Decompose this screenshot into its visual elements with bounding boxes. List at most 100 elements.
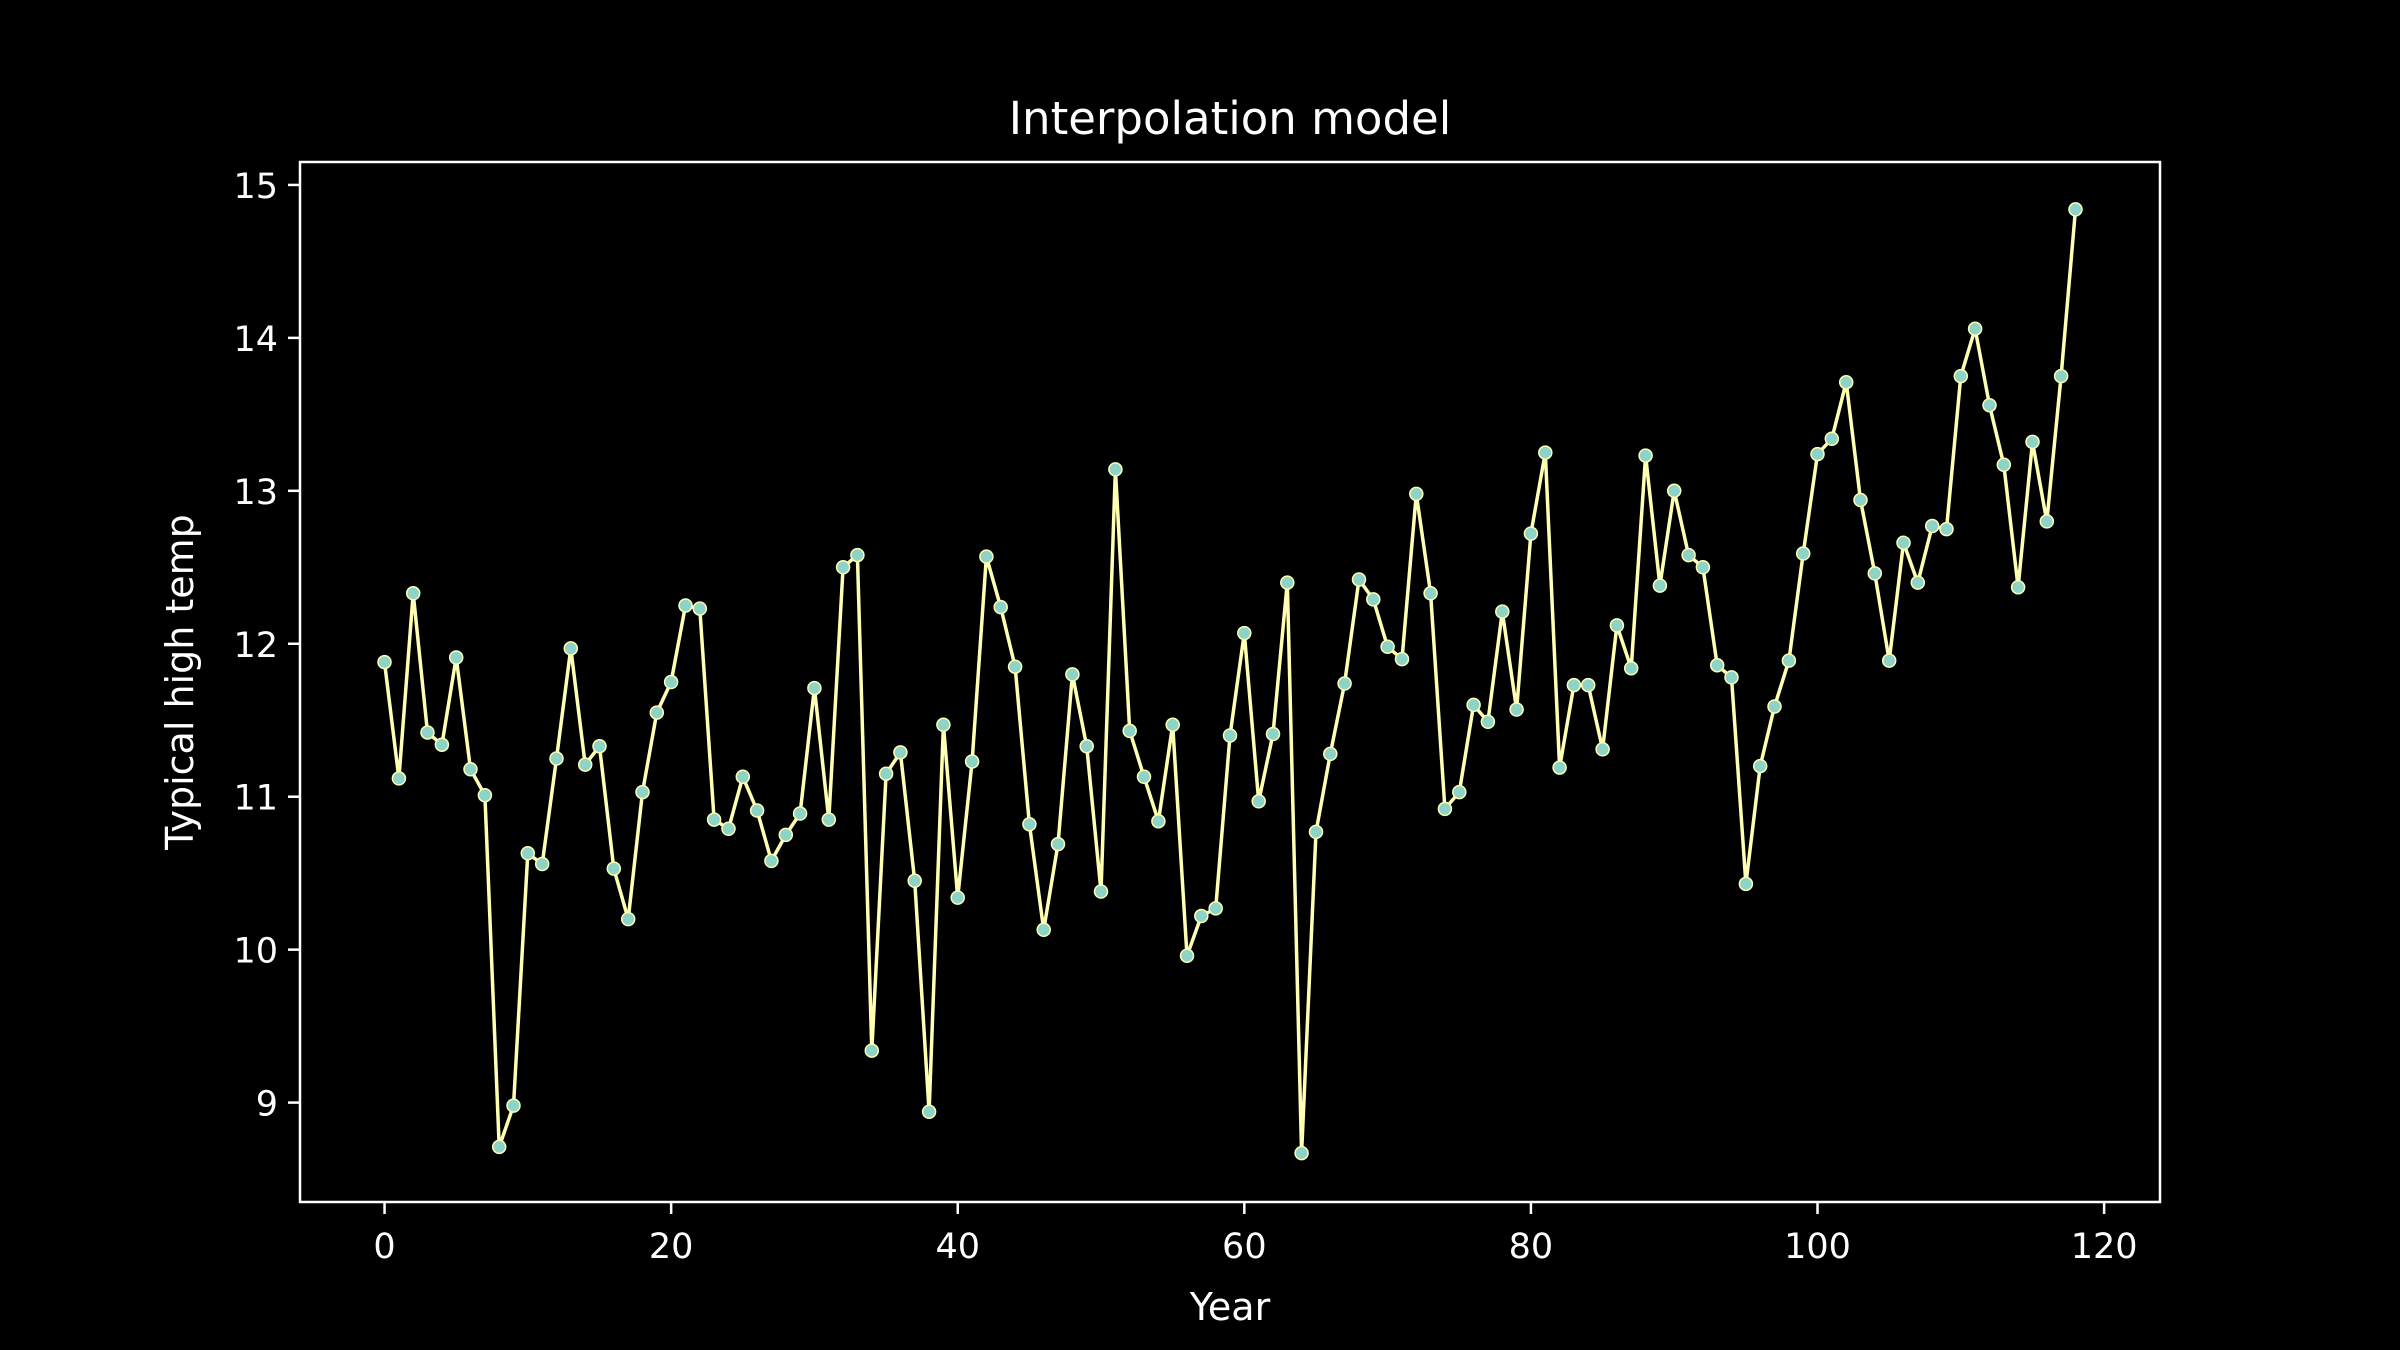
data-point (1222, 728, 1238, 743)
data-point (907, 873, 922, 889)
y-tick-label: 10 (233, 932, 278, 972)
data-point (491, 1139, 507, 1155)
data-point (921, 1104, 937, 1120)
data-point (1824, 431, 1840, 447)
data-point (1853, 492, 1868, 508)
data-point (1867, 566, 1883, 581)
data-point (1122, 723, 1137, 739)
data-point (1022, 816, 1037, 832)
y-tick-label: 11 (233, 779, 278, 819)
data-point (563, 641, 579, 656)
data-point (950, 890, 965, 905)
data-point (1136, 769, 1152, 785)
data-point (1108, 462, 1123, 477)
data-point (850, 547, 865, 563)
data-point (979, 549, 994, 564)
data-point (2053, 368, 2069, 384)
data-point (878, 766, 894, 782)
data-point (936, 717, 951, 733)
data-point (1036, 922, 1051, 938)
data-point (764, 853, 779, 869)
data-point (1208, 901, 1223, 916)
data-point (1838, 374, 1854, 390)
data-point (1437, 801, 1453, 817)
data-point (1681, 547, 1696, 563)
data-point (1552, 760, 1567, 775)
data-point (391, 771, 407, 786)
data-point (721, 821, 736, 837)
y-tick-label: 15 (233, 167, 278, 207)
data-point (1996, 457, 2012, 473)
data-point (463, 761, 478, 777)
data-point (1953, 368, 1969, 384)
data-point (506, 1098, 521, 1113)
data-point (1881, 653, 1897, 668)
data-point (964, 754, 980, 769)
data-point (1495, 604, 1510, 619)
data-point (807, 680, 822, 696)
data-point (1366, 592, 1381, 607)
data-point (1165, 717, 1180, 733)
data-point (1423, 586, 1438, 601)
data-point (1280, 575, 1295, 590)
data-point (1896, 535, 1911, 551)
x-axis-label: Year (1189, 1285, 1271, 1329)
data-point (1910, 575, 1926, 590)
data-point (1580, 677, 1596, 693)
data-point (577, 757, 593, 772)
data-point (1308, 824, 1324, 840)
data-point (1767, 699, 1782, 714)
x-tick-label: 120 (2071, 1227, 2138, 1267)
data-point (448, 650, 464, 665)
data-point (1337, 676, 1352, 691)
data-point (1394, 651, 1410, 667)
data-point (1595, 742, 1610, 757)
data-point (377, 654, 392, 670)
data-point (1523, 526, 1539, 541)
data-point (520, 846, 536, 861)
data-point (1695, 560, 1711, 575)
data-point (1623, 660, 1639, 676)
data-point (2039, 514, 2055, 529)
data-point (864, 1043, 880, 1058)
chart-title: Interpolation model (1009, 92, 1451, 145)
x-tick-label: 40 (935, 1227, 980, 1267)
data-point (1709, 657, 1725, 673)
data-point (1380, 639, 1395, 655)
data-point (792, 806, 808, 821)
data-point (1638, 448, 1653, 463)
x-tick-label: 20 (649, 1227, 694, 1267)
data-point (434, 737, 450, 752)
data-point (663, 674, 679, 690)
data-point (1609, 618, 1625, 633)
data-point (706, 812, 722, 827)
data-point (1724, 670, 1739, 685)
data-point (405, 586, 421, 601)
data-point (835, 560, 851, 575)
data-point (1237, 625, 1252, 641)
data-point (1752, 758, 1768, 774)
data-point (2025, 434, 2040, 450)
plot-area-frame (298, 160, 2162, 1204)
data-point (1810, 446, 1825, 462)
data-point (1351, 572, 1367, 587)
data-point (692, 601, 708, 616)
data-point (1652, 578, 1668, 593)
y-axis-ticks: 9 10 11 12 13 14 15 (233, 167, 300, 1125)
data-point (477, 787, 493, 803)
x-axis-ticks: 0 20 40 60 80 100 120 (373, 1202, 2138, 1267)
data-point (993, 599, 1008, 615)
data-point (649, 705, 665, 720)
data-point (1781, 653, 1797, 668)
data-point (1795, 546, 1811, 561)
x-tick-label: 60 (1222, 1227, 1267, 1267)
data-point (1967, 321, 1983, 336)
data-point (534, 856, 550, 872)
data-point (1409, 486, 1424, 502)
y-axis-label: Typical high temp (158, 514, 202, 851)
data-point (1093, 884, 1109, 899)
data-point (592, 738, 607, 754)
data-point (778, 827, 794, 843)
